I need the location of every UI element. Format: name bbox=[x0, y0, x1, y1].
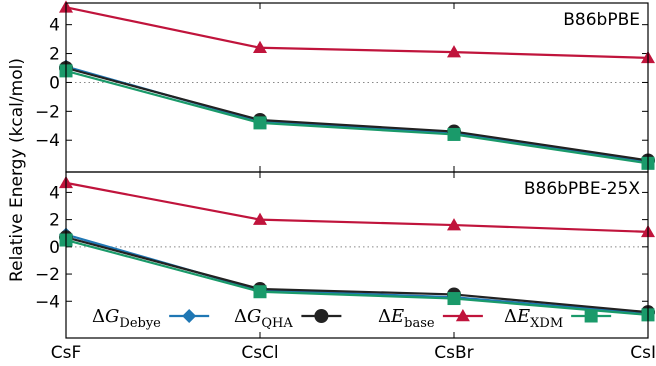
legend: ΔGDebye ΔGQHA ΔEbase ΔEXDM bbox=[92, 306, 612, 331]
y-tick-label: 2 bbox=[49, 211, 60, 231]
panel-frame bbox=[65, 171, 649, 339]
legend-marker-debye bbox=[182, 309, 197, 323]
data-point-xdm bbox=[253, 116, 267, 130]
x-tick-label: CsF bbox=[51, 343, 82, 362]
legend-marker-xdm bbox=[584, 309, 598, 323]
series-line-qha bbox=[65, 66, 649, 162]
legend-marker-base bbox=[455, 309, 470, 322]
x-tick-label: CsI bbox=[630, 343, 656, 362]
y-tick-label: −2 bbox=[35, 102, 60, 122]
legend-marker-qha bbox=[314, 309, 329, 323]
y-axis-label: Relative Energy (kcal/mol) bbox=[7, 58, 27, 282]
legend-label-base: ΔEbase bbox=[378, 306, 435, 331]
x-tick-label: CsCl bbox=[241, 343, 278, 362]
data-point-xdm bbox=[447, 127, 461, 141]
series-line-qha bbox=[65, 236, 649, 314]
y-tick-label: 4 bbox=[49, 183, 60, 203]
legend-label-debye: ΔGDebye bbox=[92, 306, 161, 331]
data-point-base bbox=[447, 45, 461, 58]
panel-2: 4 2 0 −2 −4 B86bPBE-25X bbox=[35, 171, 655, 339]
series-line-debye bbox=[65, 233, 649, 315]
series-line-xdm bbox=[65, 69, 649, 165]
data-point-xdm bbox=[447, 292, 461, 306]
panel-label: B86bPBE bbox=[563, 10, 640, 30]
y-tick-label: −2 bbox=[35, 265, 60, 285]
y-tick-label: 0 bbox=[49, 73, 60, 93]
y-tick-label: −4 bbox=[35, 292, 60, 312]
series-line-xdm bbox=[65, 238, 649, 316]
legend-label-xdm: ΔEXDM bbox=[504, 306, 563, 331]
data-point-base bbox=[447, 218, 461, 231]
x-tick-label: CsBr bbox=[434, 343, 473, 362]
y-tick-label: 4 bbox=[49, 16, 60, 36]
panel-1: 4 2 0 −2 −4 B86bPBE bbox=[35, 0, 655, 173]
legend-label-qha: ΔGQHA bbox=[234, 306, 293, 331]
y-tick-label: 0 bbox=[49, 238, 60, 258]
y-tick-label: −4 bbox=[35, 131, 60, 151]
data-point-base bbox=[253, 212, 267, 225]
data-point-base bbox=[253, 40, 267, 54]
y-tick-label: 2 bbox=[49, 45, 60, 65]
panel-label: B86bPBE-25X bbox=[524, 179, 641, 199]
series-line-base bbox=[65, 6, 649, 59]
series-line-base bbox=[65, 181, 649, 233]
data-point-xdm bbox=[253, 285, 267, 299]
